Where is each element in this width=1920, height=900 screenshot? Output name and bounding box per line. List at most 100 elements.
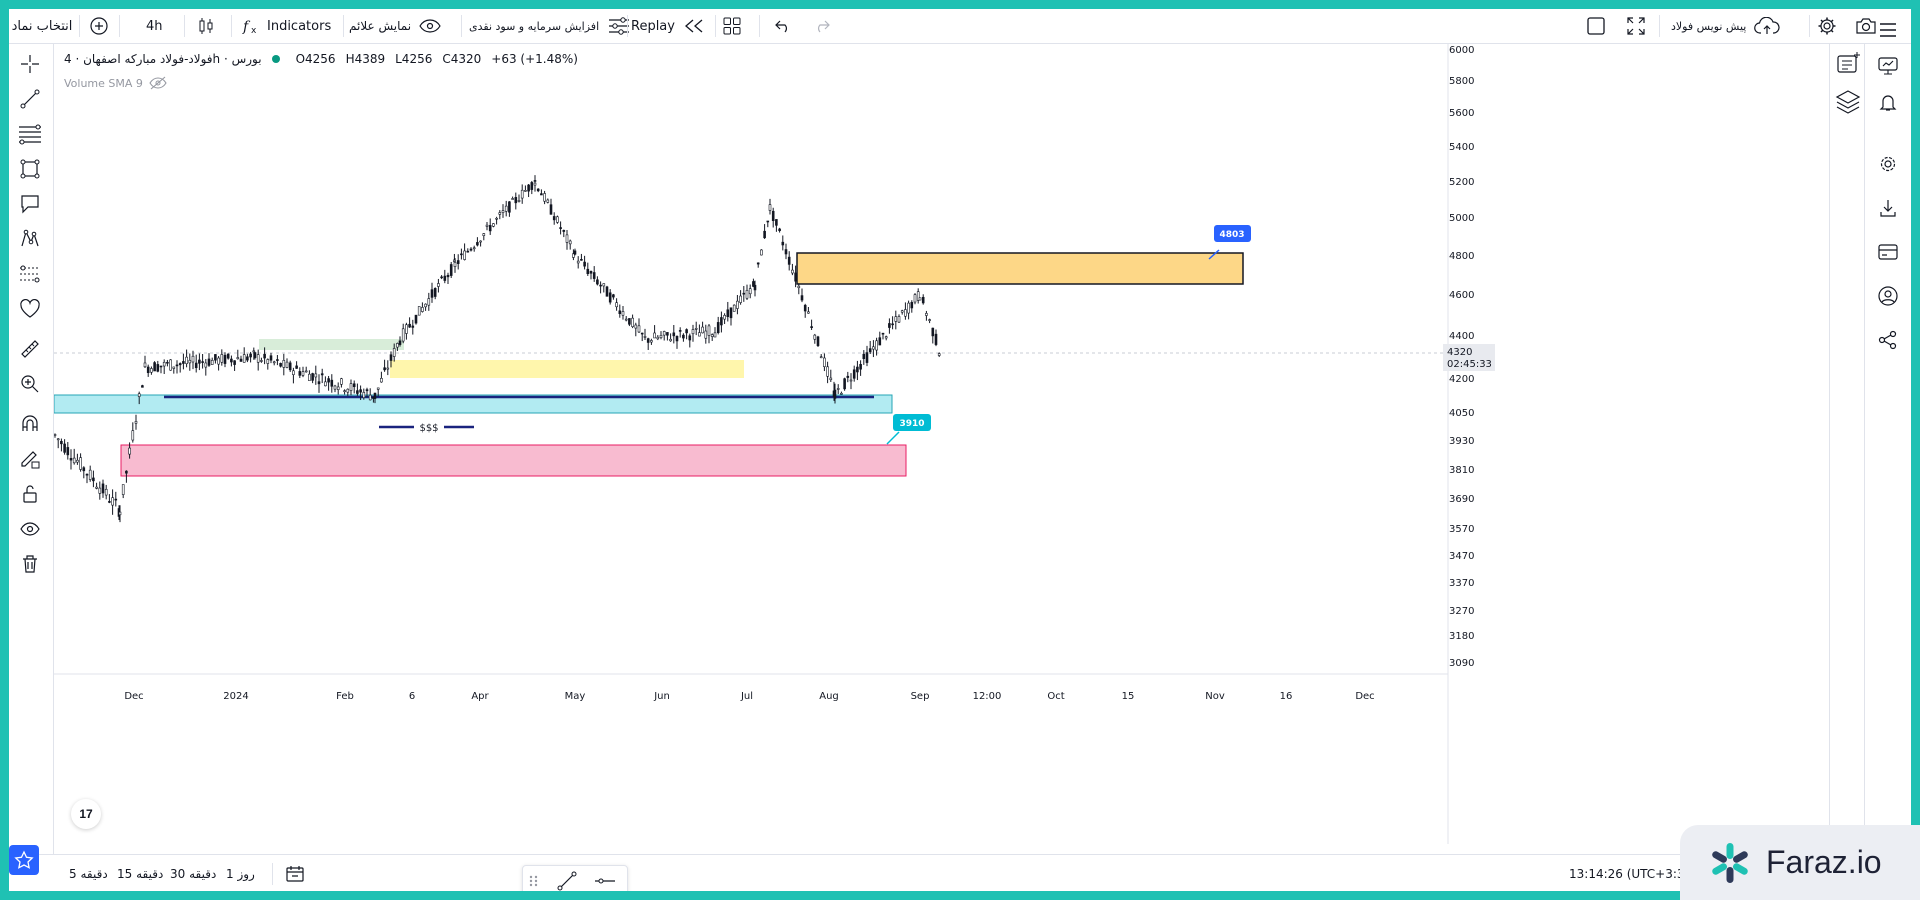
candle-body — [928, 319, 931, 321]
interval-button[interactable]: 4h — [146, 9, 163, 43]
snapshot-button[interactable] — [1855, 9, 1877, 43]
timeframe-1d[interactable]: 1 روز — [226, 855, 255, 891]
candle-body — [424, 303, 427, 308]
eye-off-icon[interactable] — [149, 76, 167, 90]
watchlist-button[interactable] — [1834, 50, 1862, 80]
goto-date-button[interactable] — [285, 855, 305, 891]
candle-body — [63, 443, 66, 453]
candle-body — [907, 302, 910, 314]
chart-pane[interactable]: $$$ 4803 3910 6000 5800 5600 5400 5200 5000 48… — [53, 44, 1829, 844]
tradingview-logo[interactable]: 17 — [71, 799, 101, 829]
support-zone[interactable] — [53, 394, 893, 414]
supply-zone[interactable] — [796, 252, 1244, 285]
floating-drawing-toolbar[interactable] — [522, 865, 628, 891]
symbol-search-button[interactable]: انتخاب نماد — [9, 9, 75, 43]
magnet-tool[interactable] — [13, 409, 47, 439]
favorites-tool[interactable] — [13, 294, 47, 324]
pattern-tool[interactable] — [13, 224, 47, 254]
timeframe-30m[interactable]: 30 دقیقه — [170, 855, 216, 891]
chart-type-button[interactable] — [196, 9, 216, 43]
alerts-button[interactable] — [1871, 86, 1905, 118]
time-axis[interactable]: Dec 2024 Feb 6 Apr May Jun Jul Aug Sep 12:00 Oct 15 N… — [124, 691, 1374, 702]
text-tool[interactable] — [13, 189, 47, 219]
candle-body — [376, 387, 380, 390]
timeframe-15m[interactable]: 15 دقیقه — [117, 855, 163, 891]
candle-body — [398, 340, 402, 345]
layers-button[interactable] — [1834, 88, 1862, 120]
horizontal-line-icon[interactable] — [593, 869, 617, 891]
candle-body — [726, 309, 730, 318]
clock-timezone[interactable]: 13:14:26 (UTC+3:30) — [1569, 855, 1697, 891]
candle-body — [272, 361, 276, 364]
time-tick-label: Apr — [471, 691, 489, 702]
candle-body — [88, 469, 92, 480]
download-button[interactable] — [1871, 192, 1905, 224]
layout-save-button[interactable]: پیش نویس فولاد — [1671, 9, 1780, 43]
divider — [627, 15, 628, 37]
add-symbol-button[interactable] — [89, 9, 109, 43]
redo-button[interactable] — [813, 9, 831, 43]
expand-button[interactable] — [1626, 9, 1646, 43]
redo-icon — [818, 20, 830, 33]
share-button[interactable] — [1871, 324, 1905, 356]
upper-zone-badge[interactable] — [1214, 225, 1251, 242]
billing-button[interactable] — [1871, 236, 1905, 268]
fullscreen-toggle[interactable] — [1586, 9, 1606, 43]
price-axis[interactable]: 6000 5800 5600 5400 5200 5000 4800 4600 4400 4200… — [1449, 45, 1474, 669]
lower-zone-badge[interactable] — [893, 414, 931, 431]
candle-body — [343, 390, 346, 392]
candle-body — [921, 296, 925, 304]
undo-icon — [775, 20, 787, 33]
candle-body — [640, 332, 644, 335]
green-zone[interactable] — [259, 339, 404, 350]
candle-body — [446, 274, 450, 278]
candle-body — [125, 470, 128, 474]
candle-body — [913, 294, 917, 303]
replay-button[interactable]: Replay — [631, 9, 705, 43]
delete-drawings-tool[interactable] — [13, 549, 47, 579]
profile-button[interactable] — [1871, 280, 1905, 312]
price-chart[interactable]: $$$ 4803 3910 6000 5800 5600 5400 5200 5000 48… — [53, 44, 1829, 844]
timeframe-5m[interactable]: 5 دقیقه — [69, 855, 108, 891]
drag-handle-icon[interactable] — [527, 869, 541, 891]
favorites-button[interactable] — [9, 845, 39, 875]
candle-body — [421, 307, 424, 312]
show-signals-button[interactable]: نمایش علائم — [349, 9, 441, 43]
candle-body — [760, 249, 763, 256]
drawing-mode-tool[interactable] — [13, 444, 47, 474]
cloud-upload-icon — [1754, 17, 1780, 34]
hide-drawings-tool[interactable] — [13, 514, 47, 544]
candle-body — [859, 364, 862, 370]
crosshair-tool[interactable] — [13, 49, 47, 79]
candle-body — [533, 180, 537, 182]
demand-zone[interactable] — [120, 444, 907, 477]
settings-panel-button[interactable] — [1871, 148, 1905, 180]
layout-grid-button[interactable] — [723, 9, 741, 43]
time-tick-label: 15 — [1122, 691, 1135, 702]
undo-button[interactable] — [774, 9, 792, 43]
shapes-tool[interactable] — [13, 154, 47, 184]
zoom-tool[interactable] — [13, 369, 47, 399]
candle-body — [816, 336, 820, 346]
candle-body — [260, 360, 263, 362]
candle-body — [488, 225, 492, 232]
fib-tool[interactable] — [13, 119, 47, 149]
screener-button[interactable] — [1871, 50, 1905, 82]
measure-tool[interactable] — [13, 334, 47, 364]
candle-body — [440, 276, 443, 279]
yellow-zone[interactable] — [390, 360, 744, 378]
lock-tool[interactable] — [13, 479, 47, 509]
menu-button[interactable] — [1871, 14, 1905, 46]
candle-body — [72, 457, 76, 464]
candle-body — [742, 292, 746, 295]
capital-increase-button[interactable]: افزایش سرمایه و سود نقدی — [469, 9, 631, 43]
candle-body — [580, 259, 583, 261]
candle-body — [576, 260, 580, 264]
settings-button[interactable] — [1817, 9, 1837, 43]
trendline-tool[interactable] — [13, 84, 47, 114]
trendline-icon[interactable] — [555, 869, 579, 891]
prediction-tool[interactable] — [13, 259, 47, 289]
candle-body — [352, 383, 356, 388]
